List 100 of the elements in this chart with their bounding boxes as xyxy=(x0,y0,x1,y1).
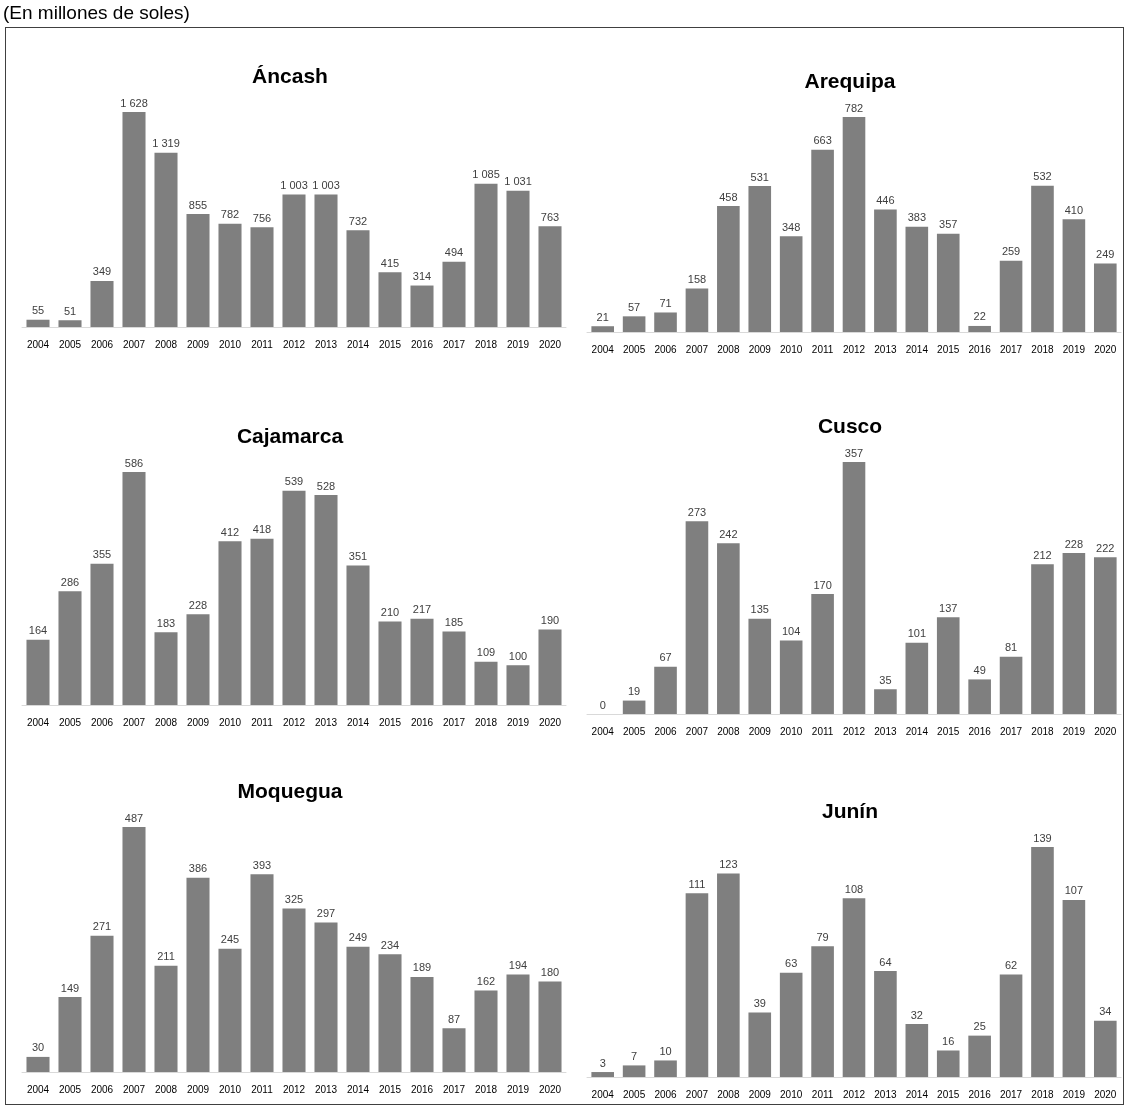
x-tick-label: 2018 xyxy=(1031,343,1055,355)
data-label: 386 xyxy=(188,862,208,875)
bar xyxy=(314,194,338,327)
x-tick-label: 2017 xyxy=(999,343,1023,355)
bar xyxy=(811,149,834,332)
bar xyxy=(90,563,114,705)
bar xyxy=(936,617,960,714)
data-label: 64 xyxy=(879,955,892,968)
data-label: 81 xyxy=(1004,641,1018,654)
bar xyxy=(474,183,498,327)
bar xyxy=(506,190,530,327)
data-label: 418 xyxy=(252,523,272,536)
data-label: 228 xyxy=(1064,537,1084,550)
x-tick-label: 2011 xyxy=(811,343,834,355)
x-tick-label: 2016 xyxy=(968,343,992,355)
data-label: 528 xyxy=(316,479,336,492)
x-tick-label: 2005 xyxy=(622,725,646,737)
x-tick-label: 2007 xyxy=(122,338,146,350)
data-label: 355 xyxy=(92,548,112,561)
data-label: 756 xyxy=(252,211,272,224)
x-tick-label: 2009 xyxy=(748,725,772,737)
bar xyxy=(748,1012,772,1077)
data-label: 586 xyxy=(124,456,144,469)
bar xyxy=(1093,263,1117,332)
bar xyxy=(622,700,646,714)
bar xyxy=(26,639,50,705)
data-label: 249 xyxy=(1096,248,1115,261)
data-label: 782 xyxy=(220,208,240,221)
data-label: 7 xyxy=(631,1049,638,1062)
bar xyxy=(1062,899,1086,1077)
bar xyxy=(250,538,274,705)
x-tick-label: 2013 xyxy=(314,338,338,350)
bar xyxy=(685,288,709,332)
bar xyxy=(250,227,274,327)
data-label: 222 xyxy=(1096,541,1115,554)
x-tick-label: 2015 xyxy=(378,716,402,728)
data-label: 763 xyxy=(540,210,560,223)
data-label: 79 xyxy=(816,930,829,943)
bar xyxy=(717,873,740,1077)
x-tick-label: 2020 xyxy=(538,716,562,728)
bar xyxy=(538,981,562,1072)
data-label: 71 xyxy=(659,296,672,309)
bar xyxy=(378,272,402,327)
bar xyxy=(968,679,991,714)
bar xyxy=(410,618,434,705)
text: (En millones de soles) xyxy=(3,2,190,24)
data-label: 531 xyxy=(750,170,769,183)
data-label: 1 085 xyxy=(472,168,500,181)
bar xyxy=(936,233,960,332)
x-tick-label: 2016 xyxy=(410,338,434,350)
data-label: 67 xyxy=(659,651,672,664)
bar xyxy=(905,1024,929,1077)
x-tick-label: 2015 xyxy=(937,725,960,737)
data-label: 62 xyxy=(1004,958,1018,971)
bar xyxy=(968,325,991,332)
x-tick-label: 2018 xyxy=(1031,1088,1055,1100)
bar xyxy=(654,1060,677,1077)
x-tick-label: 2006 xyxy=(654,1088,678,1100)
data-label: 162 xyxy=(476,975,496,987)
data-label: 39 xyxy=(753,996,766,1009)
x-tick-label: 2007 xyxy=(122,1083,146,1095)
bar xyxy=(1093,557,1117,714)
bar xyxy=(622,1065,646,1077)
data-label: 494 xyxy=(444,246,464,259)
x-tick-label: 2015 xyxy=(378,1083,402,1095)
bar xyxy=(936,1050,960,1077)
data-label: 663 xyxy=(813,134,832,147)
x-tick-label: 2008 xyxy=(717,725,740,737)
x-tick-label: 2009 xyxy=(186,1083,210,1095)
x-tick-label: 2008 xyxy=(154,1083,178,1095)
x-tick-label: 2017 xyxy=(442,1083,466,1095)
data-label: 109 xyxy=(476,646,496,659)
bar xyxy=(378,954,402,1072)
data-label: 111 xyxy=(688,877,706,890)
x-tick-label: 2006 xyxy=(654,343,678,355)
x-tick-label: 2013 xyxy=(314,716,338,728)
bar xyxy=(346,946,370,1072)
x-tick-label: 2018 xyxy=(1031,725,1055,737)
bar xyxy=(218,223,242,327)
x-tick-label: 2007 xyxy=(685,343,709,355)
bar xyxy=(58,997,82,1072)
bar xyxy=(811,946,834,1077)
bar xyxy=(1093,1020,1117,1077)
x-tick-label: 2009 xyxy=(186,338,210,350)
bar xyxy=(474,990,498,1072)
data-label: 149 xyxy=(60,981,80,994)
bar xyxy=(346,565,370,705)
x-tick-label: 2008 xyxy=(717,1088,740,1100)
data-label: 383 xyxy=(907,211,926,224)
bar xyxy=(1031,185,1054,332)
bar xyxy=(26,319,50,327)
data-label: 539 xyxy=(284,475,304,488)
data-label: 19 xyxy=(627,685,641,698)
x-tick-label: 2005 xyxy=(622,343,646,355)
x-tick-label: 2016 xyxy=(968,725,992,737)
bar xyxy=(685,893,709,1077)
data-label: 123 xyxy=(719,857,738,870)
bar xyxy=(999,260,1023,332)
data-label: 732 xyxy=(348,214,368,227)
data-label: 190 xyxy=(540,613,560,626)
